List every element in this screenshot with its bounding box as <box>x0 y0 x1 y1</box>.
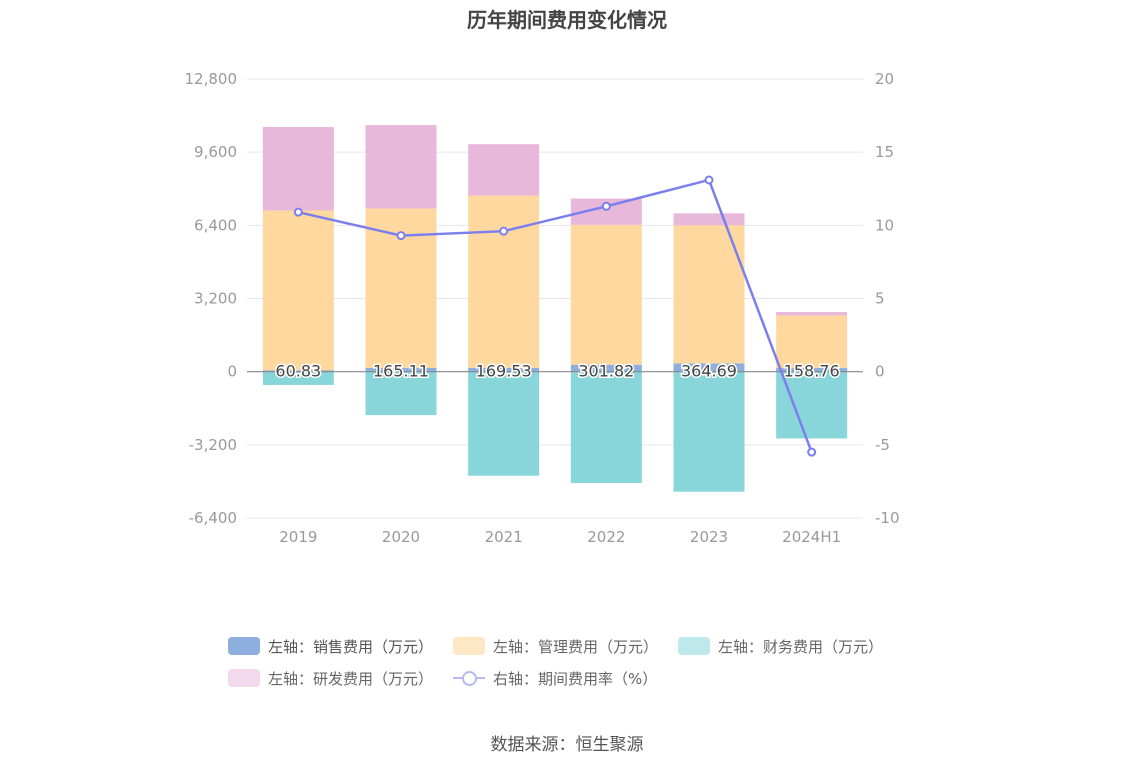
bar-segment <box>262 371 334 385</box>
legend-item-sales[interactable]: 左轴：销售费用（万元） <box>228 636 433 657</box>
right-axis-tick-label: -10 <box>875 509 900 527</box>
bar-segment <box>365 367 437 372</box>
bar-segment <box>776 315 848 369</box>
legend-item-expense-ratio[interactable]: 右轴：期间费用率（%） <box>453 668 657 689</box>
bar-segment <box>468 144 540 196</box>
right-axis-tick-label: 5 <box>875 290 885 308</box>
x-axis-tick-label: 2021 <box>485 528 523 546</box>
x-axis-tick-label: 2024H1 <box>782 528 841 546</box>
left-axis-tick-label: -3,200 <box>189 436 237 454</box>
line-point <box>601 201 611 211</box>
bar-segment <box>776 312 848 316</box>
right-axis-tick-label: 15 <box>875 143 894 161</box>
chart-legend: 左轴：销售费用（万元） 左轴：管理费用（万元） 左轴：财务费用（万元） 左轴：研… <box>228 630 928 694</box>
right-axis-tick-label: 20 <box>875 70 894 88</box>
data-label: 165.11 <box>373 362 429 381</box>
left-axis-tick-label: 9,600 <box>194 143 237 161</box>
bar-segment <box>673 363 745 372</box>
x-axis-tick-label: 2022 <box>587 528 625 546</box>
legend-label-admin: 左轴：管理费用（万元） <box>493 637 659 656</box>
legend-swatch-expense-ratio <box>453 669 486 687</box>
data-label: 169.53 <box>476 362 532 381</box>
line-point <box>293 207 303 217</box>
data-label: 60.83 <box>275 362 321 381</box>
bar-line-chart: 12,800 20 9,600 15 6,400 10 3,200 5 0 0 -3,200 -5 -6… <box>185 70 900 546</box>
bar-segment <box>262 370 334 372</box>
bar-segment <box>365 371 437 416</box>
legend-swatch-rnd <box>228 669 260 687</box>
legend-label-rnd: 左轴：研发费用（万元） <box>268 669 434 688</box>
bar-segment <box>365 125 437 209</box>
bar-segment <box>262 126 334 211</box>
bar-segment <box>673 225 745 364</box>
bar-segment <box>262 210 334 371</box>
data-label: 301.82 <box>578 362 634 381</box>
left-axis-tick-label: 0 <box>227 363 237 381</box>
left-axis-tick-label: -6,400 <box>189 509 237 527</box>
bar-segment <box>468 367 540 372</box>
bar-segment <box>570 364 642 372</box>
legend-label-finance: 左轴：财务费用（万元） <box>718 637 884 656</box>
chart-title: 历年期间费用变化情况 <box>467 8 667 32</box>
x-axis-tick-label: 2020 <box>382 528 420 546</box>
line-point <box>807 447 817 457</box>
left-axis-tick-label: 3,200 <box>194 290 237 308</box>
legend-swatch-finance <box>678 637 711 655</box>
legend-item-admin[interactable]: 左轴：管理费用（万元） <box>453 636 658 657</box>
bar-segment <box>673 213 745 226</box>
bar-segment <box>570 371 642 484</box>
legend-label-sales: 左轴：销售费用（万元） <box>268 637 434 656</box>
data-source: 数据来源：恒生聚源 <box>490 735 644 755</box>
legend-swatch-sales <box>228 637 260 655</box>
expense-ratio-line <box>298 178 813 453</box>
x-axis-tick-label: 2019 <box>279 528 317 546</box>
right-axis-tick-label: 0 <box>875 363 885 381</box>
bar-segment <box>468 371 540 476</box>
bar-segment <box>776 368 848 372</box>
left-axis-tick-label: 6,400 <box>194 216 237 234</box>
bar-segment <box>468 195 540 368</box>
left-axis-tick-label: 12,800 <box>185 70 238 88</box>
legend-label-expense-ratio: 右轴：期间费用率（%） <box>493 669 658 688</box>
right-axis-tick-label: 10 <box>875 216 894 234</box>
right-axis-tick-label: -5 <box>875 436 890 454</box>
line-point <box>396 231 406 241</box>
data-label: 364.69 <box>681 362 737 381</box>
bar-segment <box>776 371 848 439</box>
data-label: 158.76 <box>784 362 840 381</box>
bar-segment <box>570 224 642 365</box>
line-point <box>499 226 509 236</box>
legend-swatch-admin <box>453 637 486 655</box>
legend-item-rnd[interactable]: 左轴：研发费用（万元） <box>228 668 433 689</box>
line-point <box>704 175 714 185</box>
legend-item-finance[interactable]: 左轴：财务费用（万元） <box>678 636 883 657</box>
x-axis-tick-label: 2023 <box>690 528 728 546</box>
bar-segment <box>673 371 745 492</box>
